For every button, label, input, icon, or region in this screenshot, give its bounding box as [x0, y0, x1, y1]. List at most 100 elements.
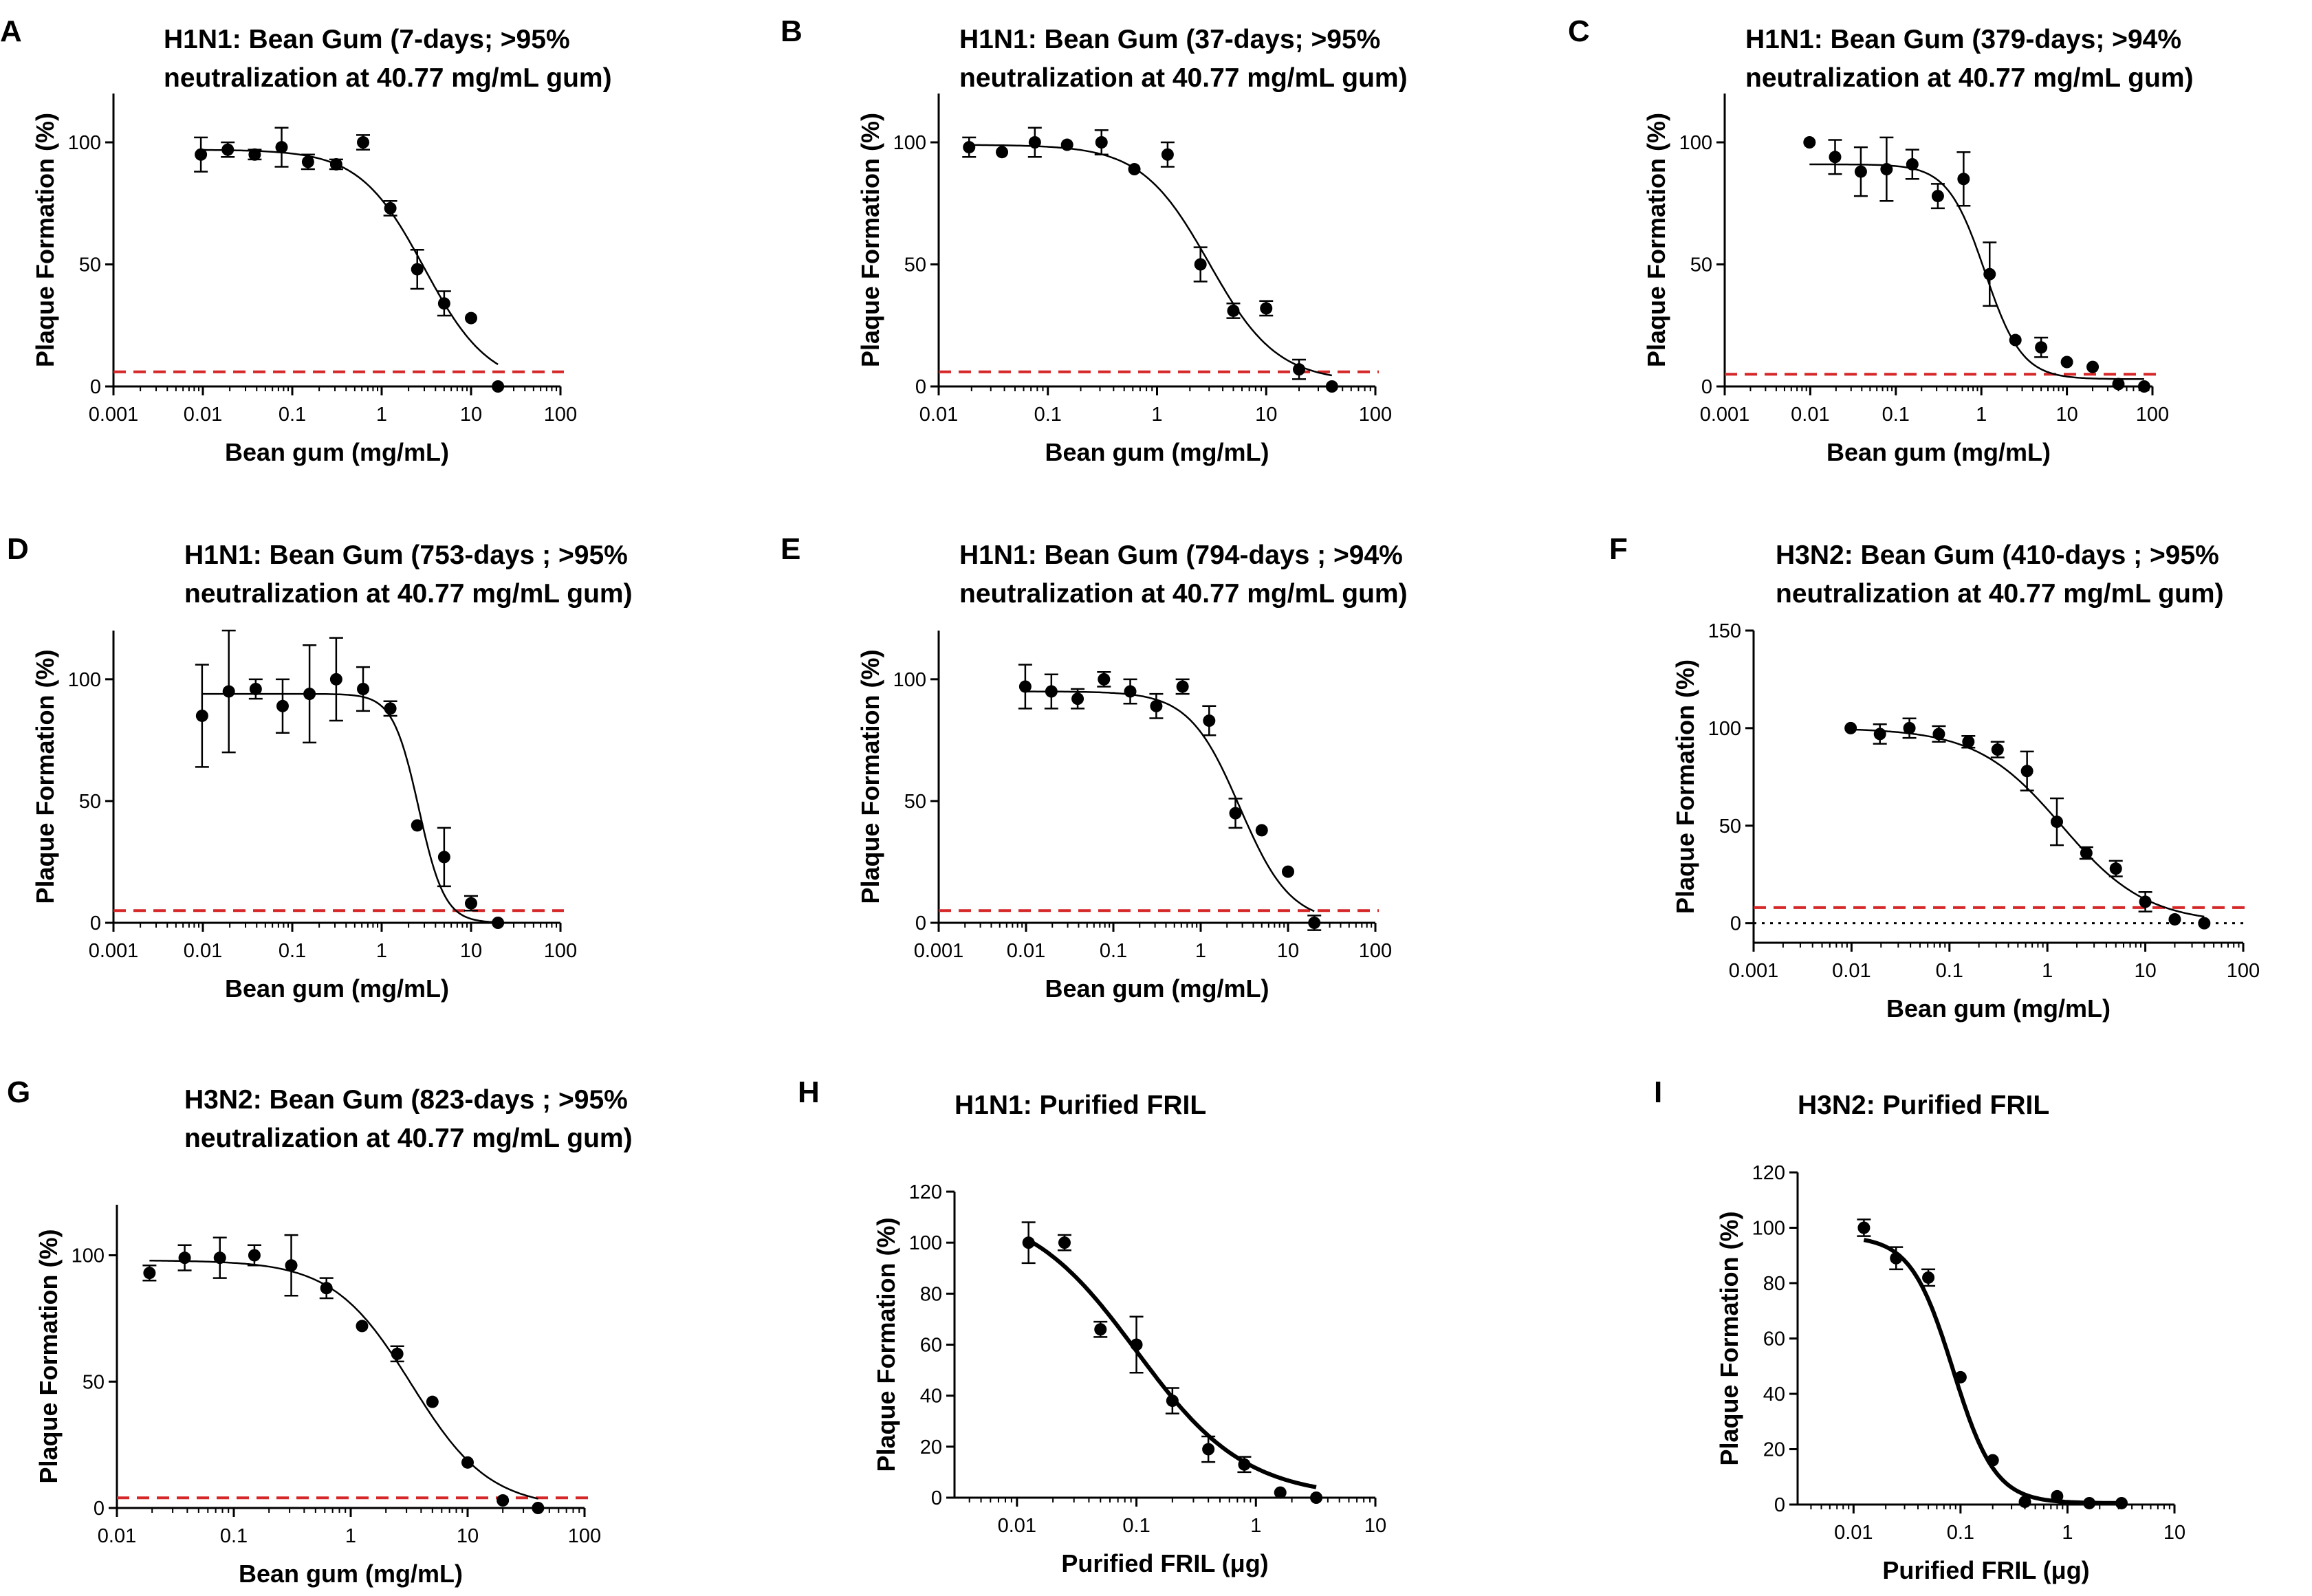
data-point-g [213, 1251, 226, 1265]
data-point-d [249, 683, 262, 695]
y-tick-label-i: 0 [1774, 1494, 1785, 1516]
x-tick-label-f: 0.01 [1832, 960, 1871, 982]
data-point-h [1166, 1395, 1179, 1408]
data-point-h [1238, 1458, 1251, 1471]
data-point-g [532, 1502, 545, 1514]
x-tick-label-h: 1 [1250, 1515, 1261, 1537]
y-tick-label-h: 0 [931, 1487, 942, 1509]
y-tick-label-i: 60 [1763, 1329, 1785, 1351]
chart-title-c-line-2: neutralization at 40.77 mg/mL gum) [1745, 63, 2194, 93]
y-tick-label-f: 50 [1719, 816, 1741, 838]
data-point-i [2051, 1489, 2064, 1502]
data-point-a [357, 136, 370, 149]
y-tick-label-i: 120 [1752, 1162, 1785, 1184]
panel-e: E H1N1: Bean Gum (794-days ; >94% neutrali… [781, 532, 1408, 1003]
data-point-c [2009, 334, 2022, 347]
data-point-d [195, 709, 208, 722]
data-point-e [1071, 692, 1084, 706]
chart-title-d-line-2: neutralization at 40.77 mg/mL gum) [184, 579, 633, 609]
x-axis-label-c: Bean gum (mg/mL) [1826, 438, 2051, 466]
panel-c: C H1N1: Bean Gum (379-days; >94% neutraliz… [1568, 14, 2194, 466]
y-tick-label-e: 50 [904, 791, 926, 813]
y-tick-label-f: 100 [1708, 718, 1741, 740]
data-point-c [1803, 136, 1816, 149]
data-point-e [1255, 824, 1268, 837]
x-tick-label-e: 0.01 [1007, 940, 1045, 962]
data-point-d [437, 851, 450, 864]
data-point-b [1293, 363, 1306, 376]
data-point-h [1310, 1491, 1323, 1504]
y-tick-label-d: 0 [90, 912, 101, 934]
data-point-h [1058, 1236, 1071, 1249]
data-point-h [1202, 1443, 1215, 1456]
data-point-c [1931, 190, 1944, 203]
data-point-a [465, 311, 477, 325]
data-point-d [276, 699, 289, 712]
data-point-d [492, 917, 505, 929]
y-tick-label-f: 150 [1708, 620, 1741, 642]
fit-curve-i [1863, 1238, 2122, 1505]
data-point-a [275, 141, 288, 154]
panel-label-g: G [7, 1075, 30, 1109]
x-tick-label-a: 1 [376, 404, 387, 426]
data-point-f [2139, 895, 2152, 908]
chart-title-i-line-1: H3N2: Purified FRIL [1798, 1091, 2049, 1120]
x-tick-label-g: 0.1 [220, 1525, 248, 1547]
data-point-c [2060, 356, 2073, 369]
x-tick-label-d: 10 [460, 940, 482, 962]
chart-title-d-line-1: H1N1: Bean Gum (753-days ; >95% [184, 540, 628, 570]
data-point-b [1194, 258, 1207, 271]
data-point-b [996, 146, 1009, 159]
data-point-i [2018, 1495, 2031, 1508]
data-point-g [461, 1456, 474, 1469]
x-tick-label-h: 10 [1364, 1515, 1386, 1537]
y-tick-label-c: 50 [1690, 254, 1712, 276]
data-point-b [1128, 163, 1141, 176]
data-point-f [2168, 912, 2181, 926]
x-axis-label-d: Bean gum (mg/mL) [225, 974, 449, 1003]
data-point-e [1308, 917, 1321, 929]
x-tick-label-c: 0.01 [1791, 404, 1829, 426]
panel-h: H H1N1: Purified FRIL 0 20 40 60 80 100 120 0.01 0… [798, 1075, 1386, 1577]
x-tick-label-c: 0.1 [1882, 404, 1910, 426]
x-tick-label-c: 100 [2136, 404, 2169, 426]
x-tick-label-d: 0.001 [89, 940, 139, 962]
x-tick-label-h: 0.01 [998, 1515, 1036, 1537]
chart-title-b-line-1: H1N1: Bean Gum (37-days; >95% [959, 25, 1380, 54]
data-point-a [221, 143, 235, 156]
data-point-c [1854, 165, 1867, 178]
y-tick-label-f: 0 [1730, 913, 1741, 935]
data-point-h [1130, 1338, 1143, 1351]
data-point-a [384, 201, 397, 215]
y-tick-label-h: 100 [909, 1232, 942, 1254]
data-point-e [1282, 865, 1294, 878]
data-point-e [1150, 699, 1163, 712]
data-point-i [2115, 1496, 2128, 1509]
y-axis-label-c: Plaque Formation (%) [1642, 113, 1670, 367]
data-point-d [465, 897, 477, 910]
data-point-h [1274, 1486, 1287, 1499]
y-axis-label-i: Plaque Formation (%) [1715, 1211, 1743, 1465]
data-point-c [2086, 360, 2100, 373]
data-point-c [1829, 151, 1842, 164]
y-tick-label-a: 0 [90, 376, 101, 398]
chart-title-e-line-1: H1N1: Bean Gum (794-days ; >94% [959, 540, 1403, 570]
data-point-d [303, 688, 316, 701]
chart-title-c-line-1: H1N1: Bean Gum (379-days; >94% [1745, 25, 2181, 54]
data-point-f [2020, 765, 2033, 778]
x-tick-label-f: 10 [2134, 960, 2156, 982]
y-tick-label-i: 20 [1763, 1439, 1785, 1461]
data-point-e [1124, 685, 1137, 698]
x-tick-label-d: 1 [376, 940, 387, 962]
x-axis-label-g: Bean gum (mg/mL) [239, 1560, 463, 1588]
data-point-c [2112, 378, 2125, 391]
data-point-c [1983, 267, 1996, 281]
data-point-i [1857, 1221, 1871, 1234]
y-tick-label-d: 50 [79, 791, 101, 813]
x-tick-label-e: 100 [1359, 940, 1392, 962]
data-point-d [357, 683, 370, 695]
data-point-b [1095, 136, 1108, 149]
panel-label-i: I [1654, 1075, 1662, 1109]
data-point-e [1018, 680, 1032, 693]
